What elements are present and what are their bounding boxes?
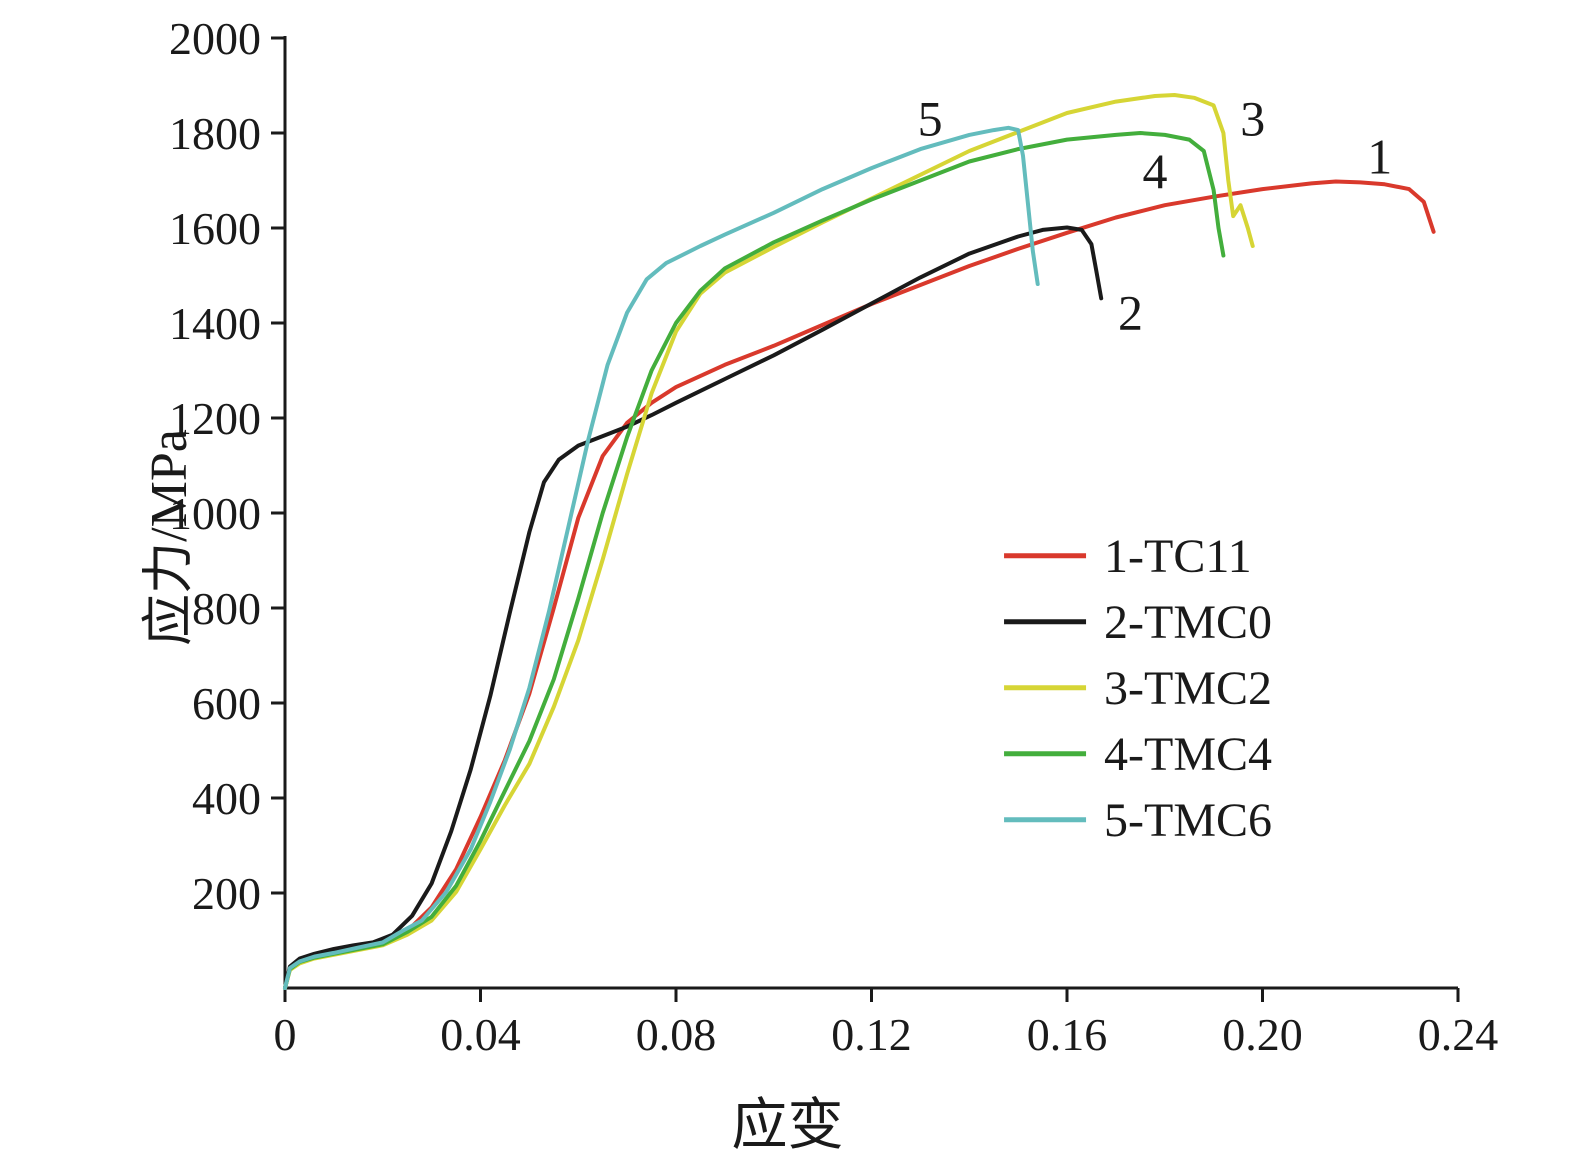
y-tick-label: 200 [192,868,261,919]
x-tick-label: 0.16 [1027,1009,1108,1060]
curve-annotation-5: 5 [918,91,943,147]
x-tick-label: 0.12 [831,1009,912,1060]
y-tick-label: 400 [192,773,261,824]
y-tick-label: 1800 [169,108,261,159]
y-axis-title: 应力/MPa [140,429,198,646]
y-tick-label: 800 [192,583,261,634]
y-tick-label: 1400 [169,298,261,349]
legend-label-2-TMC0: 2-TMC0 [1104,596,1272,649]
curve-annotation-4: 4 [1142,143,1167,199]
x-axis-title: 应变 [731,1095,844,1157]
x-tick-label: 0.20 [1222,1009,1303,1060]
x-tick-label: 0.24 [1418,1009,1499,1060]
x-tick-label: 0.08 [636,1009,717,1060]
y-tick-label: 2000 [169,13,261,64]
legend-label-1-TC11: 1-TC11 [1104,530,1252,583]
curve-annotation-3: 3 [1240,91,1265,147]
y-tick-label: 1200 [169,393,261,444]
x-tick-label: 0 [274,1009,297,1060]
series-line-5-TMC6 [283,125,1040,990]
y-tick-label: 1600 [169,203,261,254]
y-tick-label: 600 [192,678,261,729]
x-tick-label: 0.04 [440,1009,521,1060]
series-line-4-TMC4 [283,131,1226,990]
series-line-1-TC11 [283,179,1436,990]
legend-label-3-TMC2: 3-TMC2 [1104,662,1272,715]
y-tick-label: 1000 [169,488,261,539]
curve-annotation-1: 1 [1367,129,1392,185]
curve-annotation-2: 2 [1118,285,1143,341]
legend-label-4-TMC4: 4-TMC4 [1104,728,1272,781]
series-line-2-TMC0 [283,225,1104,990]
legend-label-5-TMC6: 5-TMC6 [1104,794,1272,847]
